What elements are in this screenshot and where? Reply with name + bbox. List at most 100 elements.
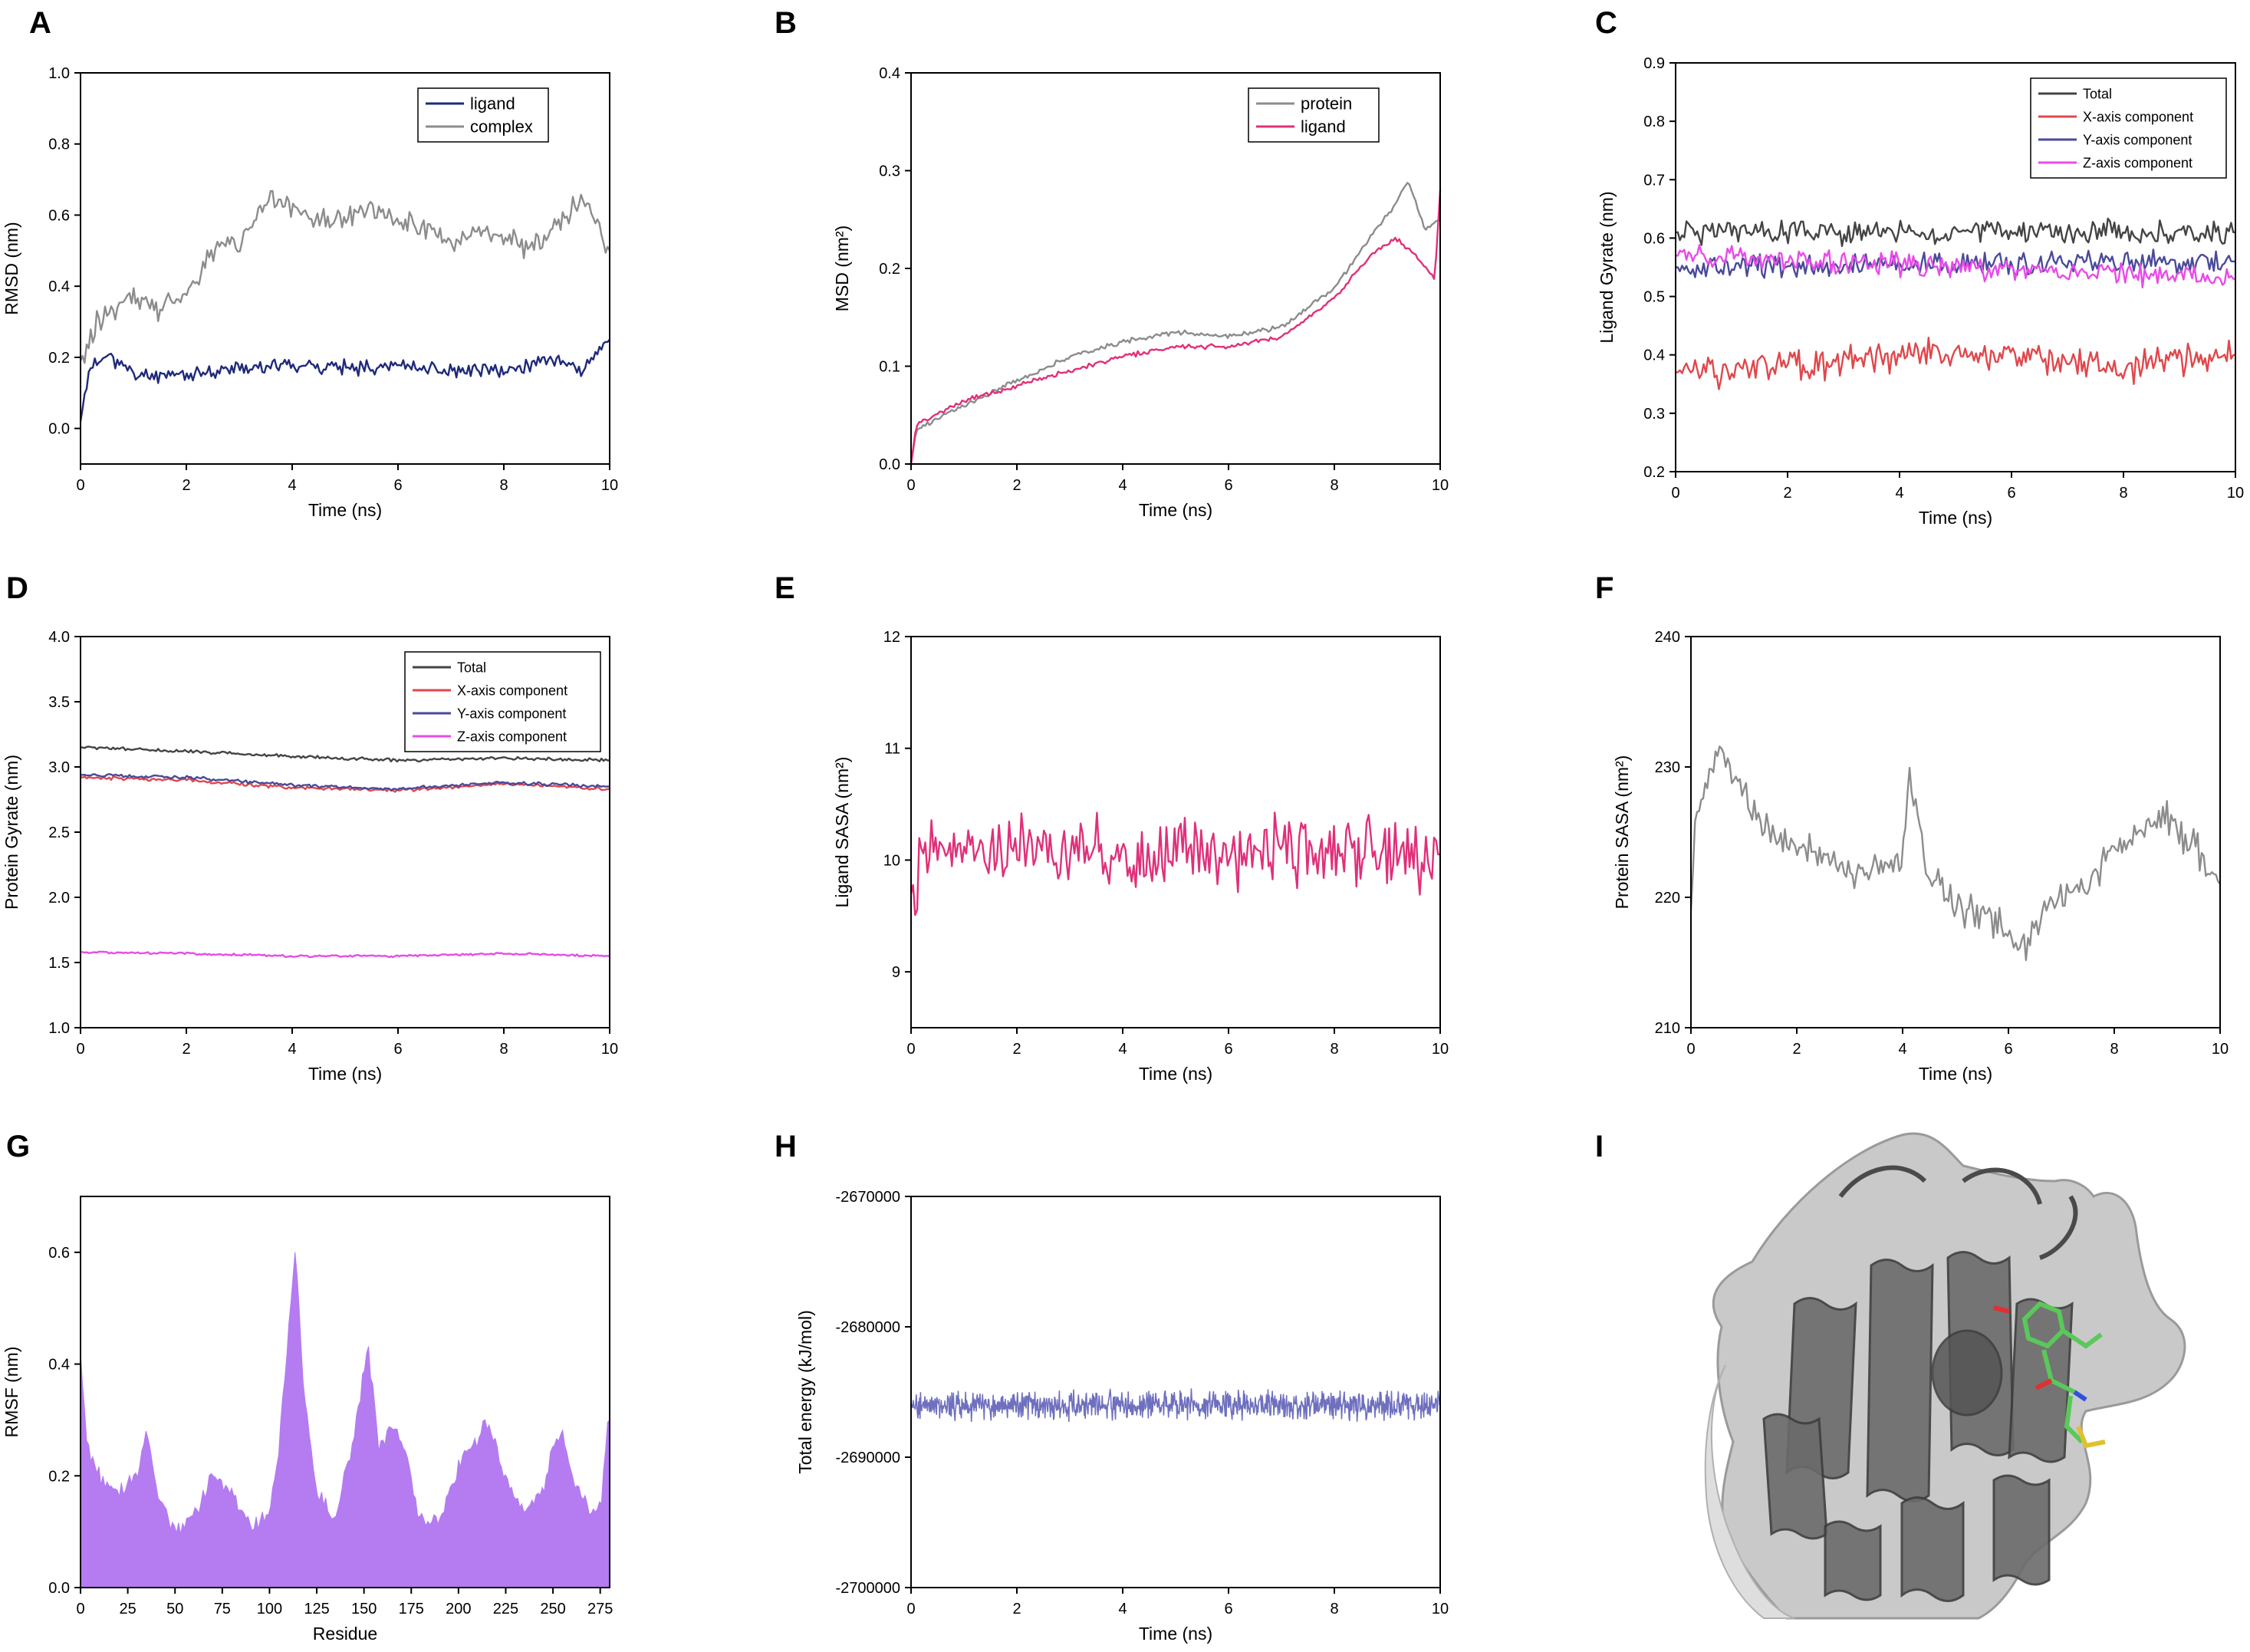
x-tick-label: 2 — [1012, 1041, 1021, 1058]
y-tick-label: -2690000 — [835, 1450, 900, 1466]
chart-panel-f: F 0 2 4 6 8 10 210 220 230 240 Time (ns) Protein SAS… — [1595, 571, 2229, 1084]
panel-label: A — [29, 6, 51, 40]
legend-label: Z-axis component — [2083, 155, 2192, 170]
y-tick-label: 0.3 — [1643, 406, 1665, 423]
x-tick-label: 8 — [1330, 1601, 1338, 1617]
x-tick-label: 6 — [1224, 477, 1232, 494]
legend-label: ligand — [470, 94, 515, 114]
x-axis-label: Time (ns) — [1139, 1064, 1212, 1084]
panel-label: F — [1595, 571, 1613, 605]
x-tick-label: 10 — [2227, 485, 2244, 502]
y-tick-label: 0.5 — [1643, 289, 1665, 306]
y-tick-label: 2.0 — [48, 890, 70, 907]
y-tick-label: 12 — [883, 629, 900, 646]
x-tick-label: 10 — [1432, 1041, 1449, 1058]
series-line-complex — [79, 189, 611, 364]
panel-label: E — [775, 571, 795, 605]
y-tick-label: 1.0 — [48, 65, 70, 82]
y-tick-label: -2680000 — [835, 1319, 900, 1336]
y-axis-label: MSD (nm²) — [832, 225, 852, 311]
series-group — [1675, 217, 2236, 390]
x-tick-label: 8 — [2110, 1041, 2118, 1058]
y-tick-label: 3.5 — [48, 694, 70, 711]
legend-label: Total — [2083, 86, 2112, 101]
y-tick-label: 0.2 — [1643, 464, 1665, 481]
x-tick-label: 4 — [1118, 1041, 1127, 1058]
x-tick-label: 4 — [1118, 477, 1127, 494]
legend-label: X-axis component — [457, 683, 567, 698]
x-tick-label: 8 — [499, 1041, 508, 1058]
legend-box — [404, 651, 601, 752]
x-tick-label: 2 — [1792, 1041, 1801, 1058]
x-tick-label: 0 — [906, 1601, 915, 1617]
x-tick-label: 4 — [1118, 1601, 1127, 1617]
x-tick-label: 0 — [906, 477, 915, 494]
y-tick-label: 11 — [884, 741, 900, 758]
x-tick-label: 0 — [906, 1041, 915, 1058]
x-tick-label: 2 — [1783, 485, 1791, 502]
panel-label: H — [775, 1130, 797, 1163]
plot-frame — [910, 636, 1441, 1028]
y-tick-label: 0.4 — [48, 1357, 70, 1374]
x-tick-label: 0 — [76, 1601, 84, 1617]
x-tick-label: 8 — [2119, 485, 2127, 502]
panel-i-protein-render: I — [1595, 1130, 2186, 1620]
series-line-protein — [910, 182, 1441, 465]
series-group — [910, 811, 1440, 916]
series-line-total — [80, 745, 610, 763]
x-tick-label: 125 — [304, 1601, 329, 1617]
series-line-y-axis-component — [80, 773, 610, 791]
series-area-rmsf — [80, 1252, 610, 1588]
panel-label: D — [6, 571, 28, 605]
chart-panel-d: D 0 2 4 6 8 10 1.0 1.5 2.0 2.5 3.0 3.5 4.0 Time (ns) Pr… — [2, 571, 618, 1084]
x-tick-label: 4 — [1898, 1041, 1906, 1058]
chart-panel-b: B 0 2 4 6 8 10 0.0 0.1 0.2 0.3 0.4 Time (ns) MSD (nm²… — [775, 6, 1449, 520]
y-tick-label: 0.0 — [48, 1580, 70, 1597]
chart-panel-a: A 0 2 4 6 8 10 0.0 0.2 0.4 0.6 0.8 1.0 Time (ns) RMSD … — [2, 6, 618, 520]
x-tick-label: 10 — [2212, 1041, 2229, 1058]
y-tick-label: 4.0 — [48, 629, 70, 646]
x-tick-label: 6 — [2007, 485, 2015, 502]
x-tick-label: 8 — [499, 477, 508, 494]
x-axis-label: Time (ns) — [308, 1064, 382, 1084]
legend-label: X-axis component — [2083, 109, 2193, 124]
series-line-z-axis-component — [1675, 244, 2236, 288]
x-tick-label: 200 — [446, 1601, 471, 1617]
series-group — [79, 189, 611, 422]
y-tick-label: 1.0 — [48, 1020, 70, 1037]
x-axis-label: Residue — [313, 1624, 377, 1644]
series-group — [80, 1252, 610, 1588]
x-tick-label: 2 — [182, 1041, 190, 1058]
legend-label: Total — [457, 660, 486, 675]
plot-frame — [80, 1196, 610, 1588]
y-tick-label: 0.6 — [1643, 230, 1665, 247]
plot-frame — [80, 72, 610, 465]
y-tick-label: 3.0 — [48, 759, 70, 776]
legend-label: protein — [1301, 94, 1352, 114]
y-axis-label: Total energy (kJ/mol) — [795, 1310, 815, 1473]
y-tick-label: 0.3 — [879, 163, 900, 180]
chart-panel-g: G 0 25 50 75 100 125 150 175 200 225 250 275 0.0 0.2 0.… — [2, 1130, 613, 1644]
y-tick-label: 0.4 — [879, 65, 900, 82]
legend: ligand complex — [417, 87, 549, 143]
series-line-ligand — [910, 189, 1442, 465]
y-tick-label: 0.4 — [48, 278, 70, 295]
plot-frame — [910, 1196, 1441, 1588]
legend: Total X-axis component Y-axis component Z-a… — [2030, 77, 2227, 179]
y-tick-label: 0.2 — [48, 350, 70, 367]
y-tick-label: 0.6 — [48, 1245, 70, 1262]
y-tick-label: 0.8 — [1643, 114, 1665, 130]
x-tick-label: 6 — [2004, 1041, 2012, 1058]
y-tick-label: 0.2 — [879, 261, 900, 278]
y-tick-label: 0.0 — [879, 456, 900, 473]
series-group — [80, 745, 610, 959]
y-tick-label: 0.8 — [48, 137, 70, 153]
legend: protein ligand — [1248, 87, 1380, 143]
x-tick-label: 75 — [214, 1601, 231, 1617]
y-tick-label: -2670000 — [835, 1189, 900, 1206]
legend-label: complex — [470, 117, 533, 137]
x-tick-label: 0 — [1686, 1041, 1695, 1058]
x-tick-label: 4 — [288, 477, 296, 494]
y-axis-label: Protein SASA (nm²) — [1612, 755, 1632, 910]
panel-label: B — [775, 6, 797, 40]
